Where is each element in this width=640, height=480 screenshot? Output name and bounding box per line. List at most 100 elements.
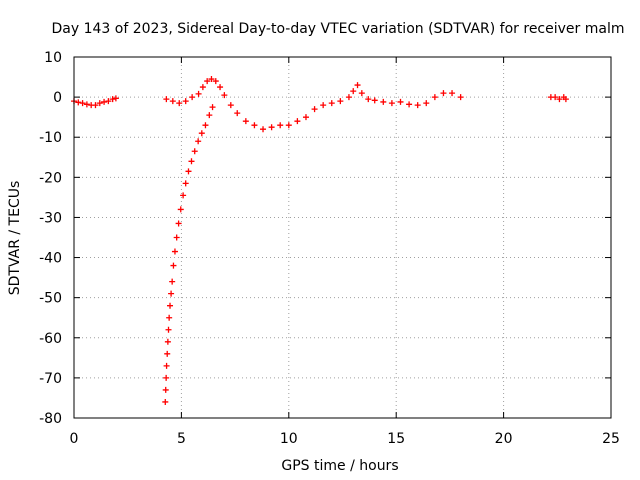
chart-title: Day 143 of 2023, Sidereal Day-to-day VTE… [52, 21, 625, 37]
data-point [380, 98, 387, 105]
x-axis-label: GPS time / hours [281, 458, 398, 474]
data-point [92, 102, 99, 109]
y-tick-label: 0 [53, 90, 62, 106]
data-point [204, 78, 211, 85]
data-point [162, 386, 169, 393]
data-point [180, 192, 187, 199]
data-point [208, 76, 215, 83]
data-point [209, 104, 216, 111]
data-point [188, 158, 195, 165]
grid-layer [74, 57, 611, 418]
x-tick-label: 20 [495, 431, 513, 447]
y-tick-label: -20 [39, 170, 62, 186]
data-point [166, 314, 173, 321]
data-point [164, 338, 171, 345]
data-point [173, 234, 180, 241]
data-point [202, 122, 209, 129]
data-point [350, 88, 357, 95]
data-point [199, 84, 206, 91]
data-point [169, 278, 176, 285]
data-point [328, 100, 335, 107]
x-tick-label: 5 [177, 431, 186, 447]
data-point [206, 112, 213, 119]
data-point [431, 94, 438, 101]
data-points [71, 76, 569, 405]
data-point [556, 96, 563, 103]
data-point [163, 362, 170, 369]
x-tick-label: 10 [280, 431, 298, 447]
data-point [414, 102, 421, 109]
data-point [167, 302, 174, 309]
data-point [358, 90, 365, 97]
data-point [182, 180, 189, 187]
x-tick-label: 15 [387, 431, 405, 447]
data-point [285, 122, 292, 129]
data-point [112, 95, 119, 102]
data-point [260, 126, 267, 133]
data-point [198, 130, 205, 137]
y-tick-label: -10 [39, 130, 62, 146]
y-tick-label: -30 [39, 210, 62, 226]
data-point [354, 82, 361, 89]
data-point [423, 100, 430, 107]
data-point [217, 84, 224, 91]
data-point [168, 290, 175, 297]
data-point [163, 374, 170, 381]
x-tick-label: 25 [602, 431, 620, 447]
data-point [185, 168, 192, 175]
data-point [294, 118, 301, 125]
plot-frame [73, 56, 612, 419]
data-point [562, 96, 569, 103]
data-point [164, 350, 171, 357]
data-point [175, 220, 182, 227]
data-point [195, 138, 202, 145]
data-point [457, 94, 464, 101]
data-point [189, 94, 196, 101]
data-point [96, 100, 103, 107]
y-tick-label: -80 [39, 411, 62, 427]
data-point [449, 90, 456, 97]
y-tick-label: -70 [39, 371, 62, 387]
data-point [83, 101, 90, 108]
y-axis-label: SDTVAR / TECUs [7, 181, 23, 296]
data-point [195, 90, 202, 97]
data-point [552, 94, 559, 101]
data-point [221, 92, 228, 99]
data-point [440, 90, 447, 97]
data-point [101, 98, 108, 105]
data-point [371, 97, 378, 104]
data-point [170, 262, 177, 269]
data-point [169, 98, 176, 105]
tick-layer: 0 5 10 15 20 25 10 0 -10 -20 -30 -40 -50 -60 -70 -80 [39, 50, 620, 447]
data-point [75, 99, 82, 106]
y-tick-label: 10 [44, 50, 62, 66]
data-point [162, 398, 169, 405]
data-point [277, 122, 284, 129]
data-point [388, 100, 395, 107]
data-point [311, 106, 318, 113]
data-point [397, 98, 404, 105]
y-tick-label: -50 [39, 291, 62, 307]
data-point [176, 100, 183, 107]
data-point [79, 100, 86, 107]
data-point [165, 326, 172, 333]
data-point [171, 248, 178, 255]
data-point [109, 96, 116, 103]
y-tick-label: -40 [39, 251, 62, 267]
data-point [105, 98, 112, 105]
data-point [212, 78, 219, 85]
data-point [182, 98, 189, 105]
data-point [320, 102, 327, 109]
x-tick-label: 0 [70, 431, 79, 447]
data-point [163, 96, 170, 103]
data-point [242, 118, 249, 125]
data-point [227, 102, 234, 109]
data-point [302, 114, 309, 121]
data-point [337, 98, 344, 105]
data-point [365, 96, 372, 103]
data-point [406, 101, 413, 108]
data-point [191, 148, 198, 155]
data-point [234, 110, 241, 117]
data-point [345, 94, 352, 101]
